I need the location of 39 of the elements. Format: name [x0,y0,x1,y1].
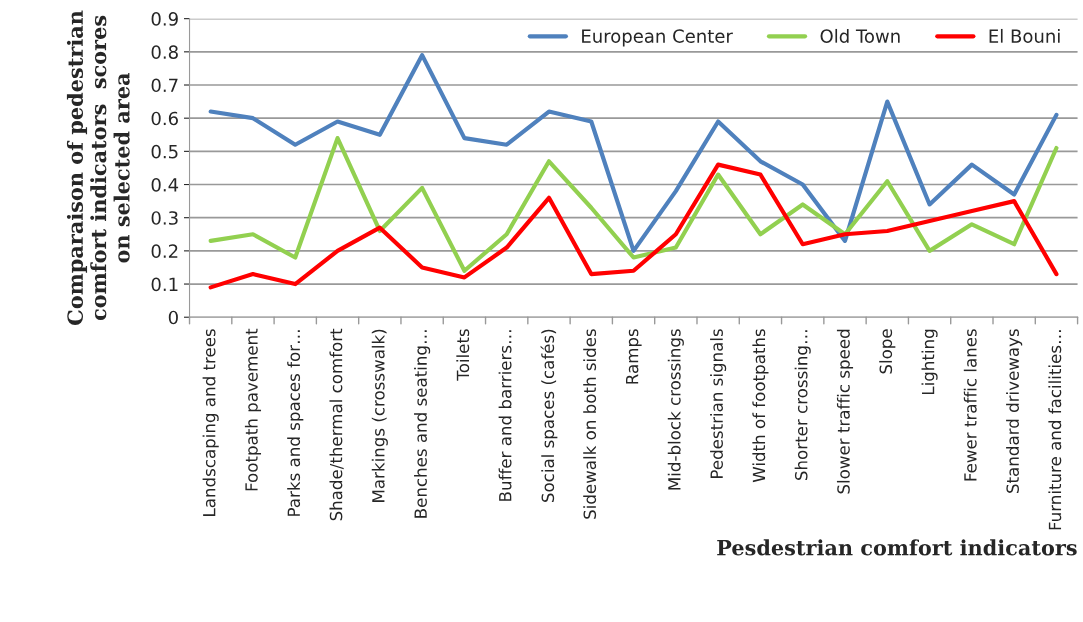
x-tick-label: Buffer and barriers… [498,330,512,501]
x-tick-label: Mid-block crossings [667,329,684,490]
x-tick-label: Lighting [921,329,938,395]
y-tick-label: 0.1 [151,277,178,292]
y-tick-label: 0.9 [151,12,178,26]
x-tick-label: Fewer traffic lanes [963,329,977,481]
x-tick-label: Shade/thermal comfort [329,328,344,521]
x-tick-label: Slower traffic speed [836,329,854,494]
x-tick-label: Social spaces (cafés) [540,329,558,503]
legend-label: Old Town [820,28,900,43]
y-tick-label: 0.7 [151,78,178,93]
x-tick-label: Furniture and facilities… [1048,330,1062,530]
x-tick-label: Markings (crosswalk) [371,329,388,502]
legend-label: European Center [582,29,733,47]
x-tick-label: Landscaping and trees [202,329,219,516]
x-tick-label: Slope [879,329,896,374]
y-tick-label: 0.4 [151,177,179,192]
x-tick-label: Toilets [456,329,470,381]
y-tick-label: 0.2 [151,244,178,258]
x-tick-label: Shorter crossing… [794,330,811,481]
x-tick-label: Standard driveways [1006,329,1023,493]
x-tick-label: Footpath pavement [244,328,262,491]
y-tick-label: 0.5 [151,144,178,159]
y-tick-label: 0 [168,310,178,325]
line-series [208,162,1059,290]
x-tick-label: Parks and spaces for… [287,330,304,516]
x-tick-label: Width of footpaths [752,329,769,483]
line-series [208,53,1059,253]
x-axis-title: Pesdestrian comfort indicators [717,539,1077,556]
line-series [208,135,1059,273]
y-tick-label: 0.8 [151,45,178,59]
y-axis-title: Comparaison of pedestrian comfort indicators scores on selected area [66,10,130,325]
x-tick-label: Ramps [626,329,642,384]
x-tick-label: Pedestrian signals [710,329,727,478]
x-tick-label: Benches and seating… [414,330,431,518]
y-tick-label: 0.3 [151,211,178,225]
x-tick-label: Sidewalk on both sides [583,329,597,519]
y-tick-label: 0.6 [151,111,178,126]
legend-label: El Bouni [989,28,1060,43]
